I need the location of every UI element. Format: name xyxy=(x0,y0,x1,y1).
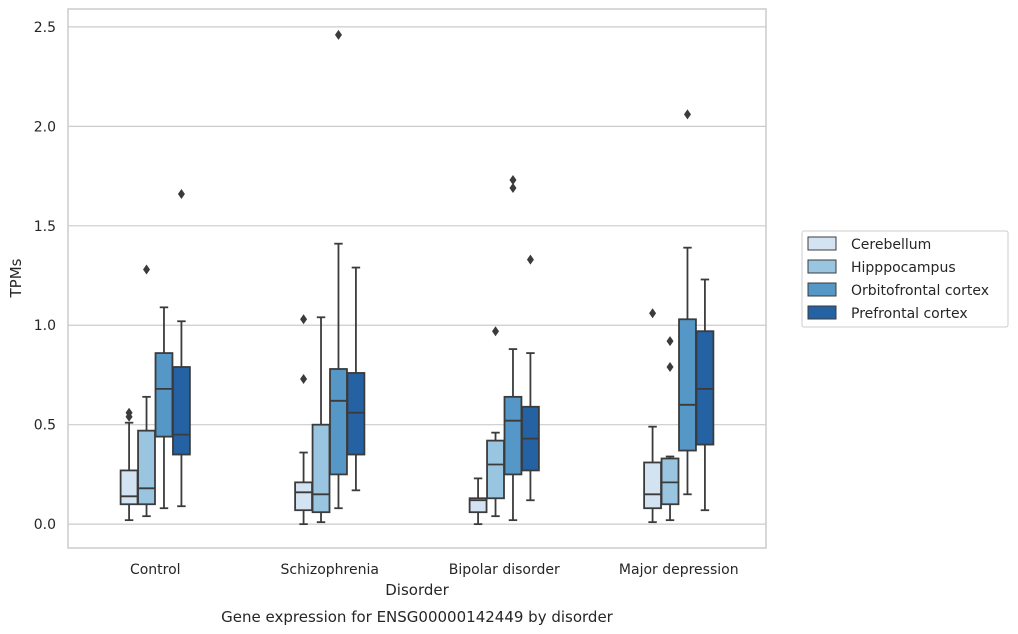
legend-swatch xyxy=(807,305,837,320)
box-body xyxy=(329,368,348,476)
y-tick-labels: 0.0 0.5 1.0 1.5 2.0 2.5 xyxy=(34,20,56,533)
outlier-point xyxy=(509,175,517,186)
box-body xyxy=(346,372,366,456)
outlier-point xyxy=(300,314,308,325)
box-1-3 xyxy=(660,336,680,522)
box-body xyxy=(678,318,697,452)
chart-caption: Gene expression for ENSG00000142449 by d… xyxy=(221,608,614,626)
outlier-point xyxy=(666,362,674,373)
y-tick-label: 2.0 xyxy=(34,119,56,135)
y-tick-label: 0.0 xyxy=(34,517,56,533)
box-3-1 xyxy=(346,266,366,492)
legend-swatch xyxy=(807,282,837,297)
boxes xyxy=(119,29,715,526)
legend-frame xyxy=(801,230,1009,328)
box-1-1 xyxy=(311,316,331,524)
box-3-3 xyxy=(695,278,715,512)
box-2-3 xyxy=(678,109,697,496)
x-axis-label: Disorder xyxy=(385,581,449,599)
outlier-point xyxy=(492,326,500,337)
box-body xyxy=(172,366,191,456)
box-body xyxy=(119,469,139,506)
outlier-point xyxy=(177,188,185,199)
box-0-0 xyxy=(119,407,139,522)
outlier-point xyxy=(683,109,691,120)
y-tick-label: 0.5 xyxy=(34,418,56,434)
box-body xyxy=(294,481,313,512)
legend-label: Hipppocampus xyxy=(851,260,956,276)
outlier-point xyxy=(666,336,674,347)
y-tick-label: 2.5 xyxy=(34,20,56,36)
box-3-0 xyxy=(172,188,191,508)
outlier-point xyxy=(649,308,657,319)
outlier-point xyxy=(300,373,308,384)
legend-label: Cerebellum xyxy=(851,237,931,253)
box-body xyxy=(311,423,331,514)
box-body xyxy=(154,352,174,438)
box-2-2 xyxy=(503,175,523,522)
box-3-2 xyxy=(521,254,540,502)
legend-swatch xyxy=(807,259,837,274)
box-2-0 xyxy=(154,306,174,510)
y-tick-label: 1.0 xyxy=(34,318,56,334)
box-body xyxy=(695,330,715,446)
box-body xyxy=(486,439,505,500)
box-1-2 xyxy=(486,326,505,518)
box-0-2 xyxy=(468,477,488,526)
box-body xyxy=(660,457,680,506)
outlier-point xyxy=(143,264,151,275)
legend-swatch xyxy=(807,236,837,251)
outlier-point xyxy=(125,407,133,418)
x-tick-label: Schizophrenia xyxy=(281,562,379,578)
legend-label: Orbitofrontal cortex xyxy=(851,283,989,299)
outlier-point xyxy=(526,254,534,265)
box-0-3 xyxy=(643,308,662,524)
x-tick-labels: Control Schizophrenia Bipolar disorder Majo… xyxy=(130,562,739,578)
box-2-1 xyxy=(329,29,348,510)
y-axis-label: TPMs xyxy=(7,258,25,298)
box-1-0 xyxy=(137,264,156,518)
legend: Cerebellum Hipppocampus Orbitofrontal cort… xyxy=(801,230,1009,328)
plot-frame xyxy=(67,8,767,549)
x-tick-label: Control xyxy=(130,562,181,578)
box-body xyxy=(468,497,488,514)
box-0-1 xyxy=(294,314,313,526)
box-body xyxy=(503,395,523,476)
legend-label: Prefrontal cortex xyxy=(851,306,968,322)
outlier-point xyxy=(509,183,517,194)
x-tick-label: Major depression xyxy=(619,562,739,578)
box-body xyxy=(137,429,156,506)
box-body xyxy=(643,461,662,510)
y-tick-label: 1.5 xyxy=(34,219,56,235)
outlier-point xyxy=(334,29,342,40)
x-tick-label: Bipolar disorder xyxy=(449,562,560,578)
